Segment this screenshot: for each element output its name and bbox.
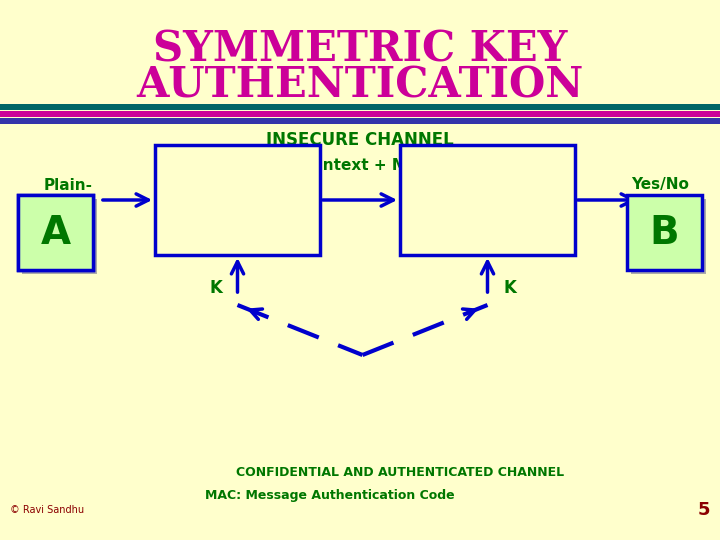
FancyBboxPatch shape [627, 195, 702, 270]
Text: MAC: Message Authentication Code: MAC: Message Authentication Code [205, 489, 455, 502]
FancyBboxPatch shape [400, 145, 575, 255]
Text: MAC
Algorithm M: MAC Algorithm M [180, 180, 295, 219]
Bar [0, 104, 720, 110]
Bar [0, 111, 720, 117]
Text: SYMMETRIC KEY: SYMMETRIC KEY [153, 29, 567, 71]
Text: INSECURE CHANNEL: INSECURE CHANNEL [266, 131, 454, 149]
Text: B: B [649, 213, 679, 252]
Text: A: A [40, 213, 71, 252]
FancyBboxPatch shape [631, 199, 706, 274]
FancyBboxPatch shape [18, 195, 93, 270]
FancyBboxPatch shape [18, 195, 93, 270]
Text: Plaintext + MAC: Plaintext + MAC [291, 158, 429, 172]
Text: AUTHENTICATION: AUTHENTICATION [136, 64, 584, 106]
Text: K: K [209, 279, 222, 297]
Text: 5: 5 [698, 501, 710, 519]
Text: Plain-
text: Plain- text [43, 178, 92, 212]
Bar [0, 118, 720, 124]
Text: CONFIDENTIAL AND AUTHENTICATED CHANNEL: CONFIDENTIAL AND AUTHENTICATED CHANNEL [236, 465, 564, 478]
Text: Yes/No: Yes/No [631, 178, 689, 192]
Text: © Ravi Sandhu: © Ravi Sandhu [10, 505, 84, 515]
Text: Verification
Algorithm V: Verification Algorithm V [432, 180, 544, 219]
Text: K: K [503, 279, 516, 297]
FancyBboxPatch shape [22, 199, 97, 274]
FancyBboxPatch shape [155, 145, 320, 255]
